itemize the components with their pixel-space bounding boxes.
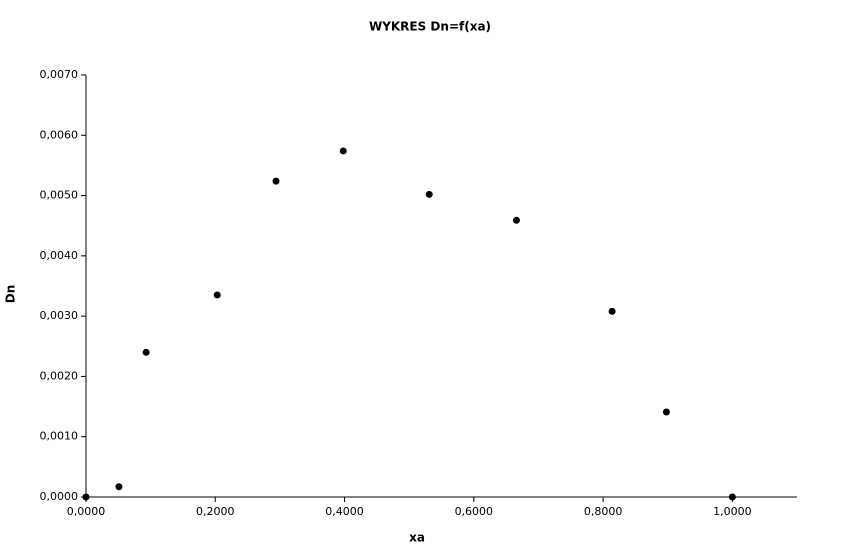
y-tick-label: 0,0000 xyxy=(40,490,79,503)
data-point xyxy=(142,348,150,356)
y-tick-label: 0,0040 xyxy=(40,249,79,262)
data-point xyxy=(115,483,123,491)
x-tick-label: 1,0000 xyxy=(713,505,752,518)
x-tick-label: 0,0000 xyxy=(67,505,106,518)
x-axis-label: xa xyxy=(409,531,425,545)
y-tick-label: 0,0030 xyxy=(40,309,79,322)
y-tick-label: 0,0010 xyxy=(40,430,79,443)
data-point xyxy=(728,493,736,501)
chart-title: WYKRES Dn=f(xa) xyxy=(369,20,491,34)
data-point xyxy=(608,307,616,315)
y-tick-label: 0,0060 xyxy=(40,128,79,141)
data-point xyxy=(339,147,347,155)
data-point xyxy=(82,493,90,501)
data-point xyxy=(512,216,520,224)
y-tick-label: 0,0020 xyxy=(40,369,79,382)
data-point xyxy=(662,408,670,416)
data-point xyxy=(213,291,221,299)
x-tick-label: 0,2000 xyxy=(196,505,235,518)
y-tick-label: 0,0070 xyxy=(40,68,79,81)
x-tick-label: 0,8000 xyxy=(584,505,623,518)
x-tick-label: 0,4000 xyxy=(325,505,364,518)
data-point xyxy=(425,190,433,198)
y-axis-label: Dn xyxy=(4,285,18,304)
y-tick-label: 0,0050 xyxy=(40,189,79,202)
x-tick-label: 0,6000 xyxy=(455,505,494,518)
data-point xyxy=(272,177,280,185)
